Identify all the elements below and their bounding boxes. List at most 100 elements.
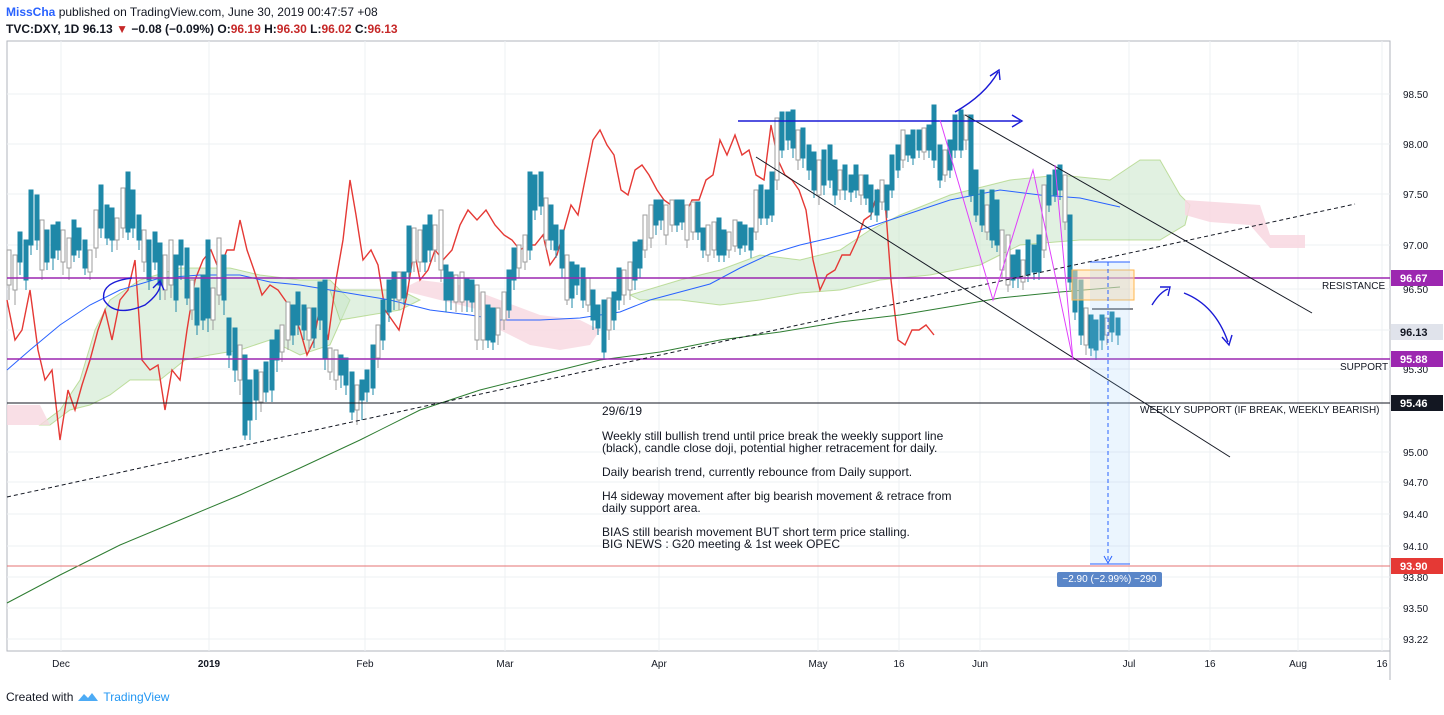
candle-body: [375, 324, 381, 359]
note-bias: BIAS still bearish movement BUT short te…: [602, 525, 910, 551]
candle-body: [17, 231, 23, 263]
candle-body: [1005, 234, 1011, 286]
candle-body: [785, 111, 791, 141]
candle-body: [942, 149, 948, 176]
candle-body: [317, 281, 323, 321]
candle-body: [285, 301, 291, 341]
time-axis[interactable]: Dec 2019 Feb Mar Apr May 16 Jun Jul 16 Aug 16: [52, 659, 1388, 670]
price-tick-label: 98.50: [1403, 90, 1428, 101]
candle-body: [152, 231, 158, 263]
price-range-measure[interactable]: −2.90 (−2.99%) −290: [1057, 572, 1162, 587]
candle-body: [816, 159, 822, 196]
down-triangle-icon: ▼: [116, 22, 128, 36]
candle-body: [370, 344, 376, 389]
candle-body: [485, 304, 491, 341]
publisher-name[interactable]: MissCha: [6, 5, 56, 19]
tradingview-brand[interactable]: TradingView: [103, 690, 170, 704]
candle-body: [76, 227, 82, 251]
candle-body: [391, 271, 397, 299]
price-badge-label: 96.67: [1400, 273, 1428, 285]
candle-body: [474, 284, 480, 341]
note-weekly: Weekly still bullish trend until price b…: [602, 429, 944, 455]
candle-body: [1046, 174, 1052, 206]
time-tick-label: 16: [1376, 659, 1388, 670]
candle-body: [999, 229, 1005, 271]
candle-body: [1109, 311, 1115, 333]
price-axis[interactable]: 93.22 93.50 93.80 94.10 94.40 94.70 95.00 95.30…: [1391, 90, 1443, 646]
candle-body: [611, 291, 617, 321]
low-value: 96.02: [321, 22, 352, 36]
candle-body: [994, 199, 1000, 246]
candle-body: [490, 307, 496, 343]
candle-body: [417, 229, 423, 263]
candle-body: [1062, 174, 1068, 223]
candle-body: [464, 277, 470, 301]
candle-body: [130, 189, 136, 229]
candle-body: [12, 254, 18, 291]
candle-body: [1031, 244, 1037, 273]
candle-body: [658, 199, 664, 221]
candle-body: [1036, 234, 1042, 273]
candle-body: [742, 224, 748, 246]
candle-body: [333, 349, 339, 381]
candle-body: [66, 237, 72, 269]
candle-body: [842, 164, 848, 191]
candle-body: [232, 327, 238, 371]
time-tick-label: Feb: [356, 659, 374, 670]
candle-body: [853, 164, 859, 191]
candle-body: [98, 184, 104, 229]
candle-body: [216, 237, 222, 296]
price-tick-label: 97.50: [1403, 190, 1428, 201]
candle-body: [1041, 184, 1047, 251]
candle-body: [737, 221, 743, 249]
candle-body: [516, 244, 522, 269]
candle-body: [984, 204, 990, 233]
price-tick-label: 94.10: [1403, 542, 1428, 553]
candle-body: [120, 187, 126, 229]
candle-body: [774, 117, 780, 181]
arrow-up-small-icon: [1160, 286, 1171, 297]
candle-body: [406, 225, 412, 273]
candle-body: [1104, 317, 1110, 336]
footer: Created with TradingView: [6, 690, 169, 704]
price-tick-label: 93.22: [1403, 635, 1428, 646]
arrow-down-icon: [1221, 334, 1233, 347]
time-tick-label: 16: [893, 659, 905, 670]
candle-body: [1057, 164, 1063, 191]
candle-body: [1010, 254, 1016, 281]
candle-body: [527, 171, 533, 251]
candle-body: [700, 227, 706, 251]
candle-body: [764, 189, 770, 219]
candle-body: [422, 224, 428, 263]
candle-body: [952, 114, 958, 151]
candle-body: [443, 264, 449, 301]
candle-body: [937, 144, 943, 181]
candle-body: [1083, 307, 1089, 346]
candle-body: [82, 239, 88, 269]
candle-body: [669, 199, 675, 226]
cloud-pink-left: [7, 405, 50, 425]
price-badge: [1391, 351, 1443, 367]
time-tick-label: Aug: [1289, 659, 1307, 670]
candle-body: [495, 307, 501, 336]
price-tick-label: 95.30: [1403, 365, 1428, 376]
candle-body: [226, 317, 232, 356]
candle-body: [253, 369, 259, 401]
candle-body: [532, 174, 538, 211]
price-change: −0.08 (−0.09%): [131, 22, 215, 36]
close-label: C:: [354, 22, 368, 36]
price-badge-label: 96.13: [1400, 327, 1428, 339]
candle-body: [295, 291, 301, 326]
high-value: 96.30: [276, 22, 307, 36]
time-tick-label: Dec: [52, 659, 70, 670]
weekly-trend-line: [6, 203, 1356, 498]
candle-body: [6, 249, 12, 286]
price-tick-label: 96.50: [1403, 285, 1428, 296]
candle-body: [705, 224, 711, 256]
candle-body: [87, 249, 93, 273]
candle-body: [1093, 319, 1099, 351]
price-tick-label: 95.00: [1403, 448, 1428, 459]
time-tick-label: Mar: [496, 659, 514, 670]
candle-body: [621, 269, 627, 296]
